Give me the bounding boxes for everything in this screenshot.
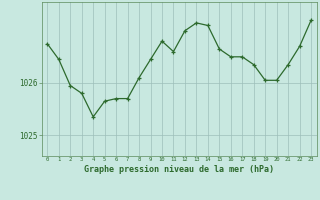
X-axis label: Graphe pression niveau de la mer (hPa): Graphe pression niveau de la mer (hPa)	[84, 165, 274, 174]
